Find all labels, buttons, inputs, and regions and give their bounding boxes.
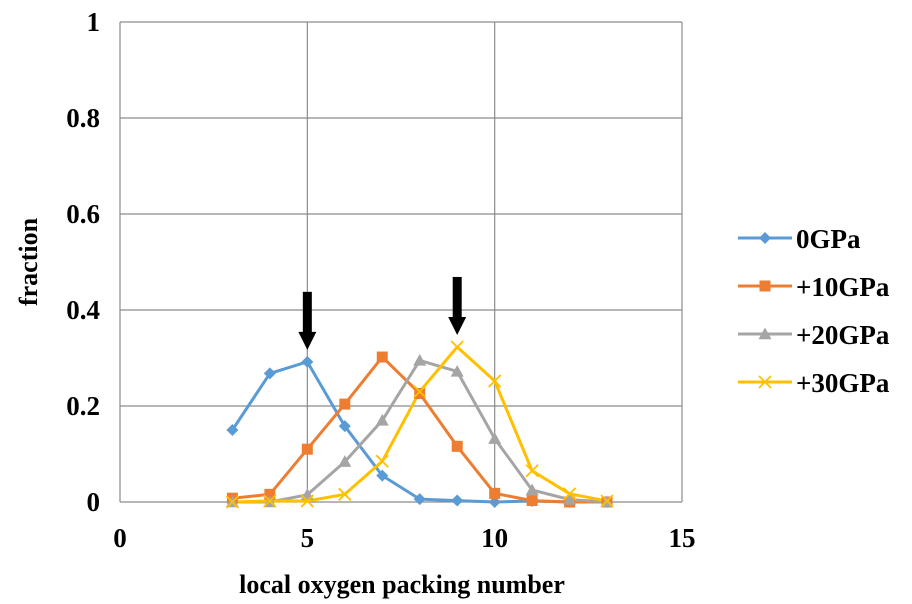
y-tick-label: 0.2 — [66, 391, 100, 421]
data-point — [338, 455, 352, 467]
x-tick-label: 10 — [481, 523, 508, 553]
data-point — [376, 469, 389, 482]
annotation-arrows — [298, 276, 467, 350]
y-tick-labels: 0 0.2 0.4 0.6 0.8 1 — [66, 7, 100, 517]
legend-item: +30GPa — [738, 368, 890, 398]
data-point — [451, 440, 463, 452]
data-point — [301, 355, 314, 368]
data-point — [226, 424, 239, 436]
data-point — [338, 420, 351, 433]
x-tick-label: 0 — [113, 523, 127, 553]
legend-item: 0GPa — [738, 224, 861, 254]
data-point — [525, 483, 539, 496]
down-arrow — [298, 291, 317, 350]
legend-marker — [758, 375, 772, 389]
data-point — [413, 384, 427, 399]
data-point — [600, 494, 614, 508]
arrow-head — [448, 316, 467, 335]
data-point — [450, 340, 464, 354]
data-point — [338, 487, 352, 501]
legend-item: +20GPa — [738, 320, 890, 350]
y-tick-label: 1 — [87, 7, 101, 37]
data-point — [264, 488, 276, 500]
y-tick-label: 0.6 — [66, 199, 100, 229]
legend-label: +20GPa — [796, 320, 890, 350]
legend-marker — [759, 232, 771, 244]
series-line-1 — [232, 355, 608, 504]
y-tick-label: 0 — [87, 487, 101, 517]
data-point — [263, 494, 277, 508]
legend: 0GPa +10GPa +20GPa +30GPa — [738, 224, 890, 398]
data-point — [339, 398, 351, 410]
arrow-head — [298, 331, 317, 350]
series-markers — [225, 340, 614, 509]
series-line-3 — [232, 345, 608, 504]
data-point — [489, 487, 501, 499]
arrow-shaft — [302, 291, 312, 334]
legend-item: +10GPa — [738, 272, 890, 302]
data-point — [376, 351, 388, 363]
legend-label: 0GPa — [796, 224, 861, 254]
data-point — [450, 364, 464, 377]
data-point — [488, 496, 501, 508]
data-point — [413, 493, 426, 506]
down-arrow — [448, 276, 467, 335]
x-tick-labels: 0 5 10 15 — [113, 523, 695, 553]
y-tick-label: 0.4 — [66, 295, 100, 325]
arrow-shaft — [452, 276, 462, 319]
legend-marker — [759, 280, 771, 292]
x-axis-title: local oxygen packing number — [239, 570, 565, 599]
data-point — [263, 367, 276, 380]
grid-lines — [119, 21, 683, 503]
x-tick-label: 5 — [301, 523, 315, 553]
y-tick-label: 0.8 — [66, 103, 100, 133]
data-point — [563, 493, 577, 505]
data-point — [488, 432, 502, 444]
data-point — [451, 494, 464, 507]
data-point — [375, 454, 389, 468]
data-point — [375, 413, 389, 426]
data-point — [488, 374, 502, 388]
data-point — [301, 443, 313, 455]
x-tick-label: 15 — [669, 523, 696, 553]
data-point — [414, 388, 426, 400]
data-point — [526, 495, 538, 507]
legend-marker — [758, 327, 772, 340]
data-point — [413, 353, 427, 366]
data-point — [525, 464, 539, 478]
data-point — [225, 495, 240, 509]
y-axis-title: fraction — [14, 217, 43, 306]
legend-label: +10GPa — [796, 272, 890, 302]
series-lines — [231, 345, 608, 504]
data-point — [300, 494, 314, 508]
legend-label: +30GPa — [796, 368, 890, 398]
data-point — [562, 487, 577, 501]
